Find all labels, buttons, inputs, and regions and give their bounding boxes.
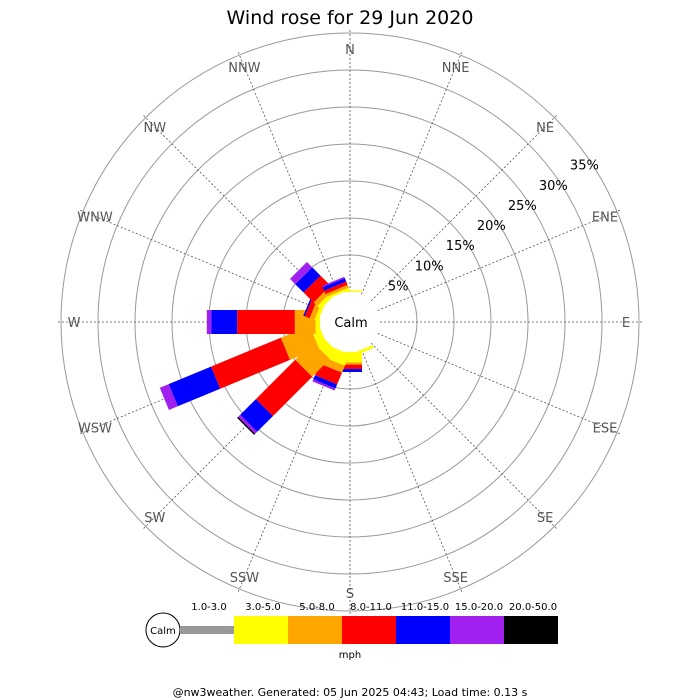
ring-label-30: 30% bbox=[539, 179, 568, 194]
direction-label-e: E bbox=[622, 316, 630, 331]
direction-label-ne: NE bbox=[536, 121, 554, 136]
bar-wsw-8.0-11.0 bbox=[211, 337, 290, 389]
bar-nw-15.0-20.0 bbox=[290, 262, 313, 285]
legend-swatch-3.0-5.0 bbox=[234, 616, 288, 644]
legend-swatch-15.0-20.0 bbox=[450, 616, 504, 644]
legend: Calm 1.0-3.0 3.0-5.0 5.0-8.0 8.0-11.0 11.0-1… bbox=[145, 602, 558, 661]
ring-label-20: 20% bbox=[477, 219, 506, 234]
direction-label-sse: SSE bbox=[443, 571, 468, 586]
bar-s-11.0-15.0 bbox=[338, 369, 362, 372]
ring-labels: 5% 10%15%20%25%30%35% bbox=[388, 159, 599, 295]
footer-text: @nw3weather. Generated: 05 Jun 2025 04:4… bbox=[173, 686, 528, 699]
calm-circle bbox=[322, 294, 378, 350]
spoke-wnw bbox=[80, 209, 323, 311]
spoke-nne bbox=[361, 52, 463, 295]
bar-sw-20.0-50.0 bbox=[237, 416, 256, 435]
bar-ssw-15.0-20.0 bbox=[312, 379, 336, 391]
direction-label-n: N bbox=[345, 43, 355, 58]
direction-label-s: S bbox=[346, 587, 354, 602]
legend-calm-label: Calm bbox=[150, 626, 176, 637]
legend-label-20.0-50.0: 20.0-50.0 bbox=[509, 602, 557, 613]
ring-label-10: 10% bbox=[415, 259, 444, 274]
legend-swatch-8.0-11.0 bbox=[342, 616, 396, 644]
chart-title: Wind rose for 29 Jun 2020 bbox=[227, 7, 474, 29]
bar-nw-8.0-11.0 bbox=[303, 275, 331, 303]
direction-label-nne: NNE bbox=[442, 61, 470, 76]
direction-label-sw: SW bbox=[144, 511, 165, 526]
legend-label-3.0-5.0: 3.0-5.0 bbox=[245, 602, 280, 613]
bar-nnw-11.0-15.0 bbox=[322, 278, 347, 291]
legend-label-5.0-8.0: 5.0-8.0 bbox=[299, 602, 334, 613]
direction-label-w: W bbox=[68, 316, 81, 331]
bar-nnw-5.0-8.0 bbox=[325, 284, 349, 297]
bar-nnw-8.0-11.0 bbox=[324, 281, 348, 295]
direction-labels: N NNE NE ENE E ESE SE SSE S SSW SW WSW W WNW NW NNW bbox=[68, 43, 631, 602]
bar-wsw-5.0-8.0 bbox=[280, 325, 319, 360]
spoke-ese bbox=[377, 333, 620, 435]
legend-label-8.0-11.0: 8.0-11.0 bbox=[350, 602, 392, 613]
bar-nnw-3.0-5.0 bbox=[326, 287, 350, 299]
legend-swatch-20.0-50.0 bbox=[504, 616, 558, 644]
direction-label-wnw: WNW bbox=[77, 210, 113, 225]
bar-ssw-11.0-15.0 bbox=[313, 375, 338, 389]
ring-35 bbox=[60, 32, 640, 612]
ring-label-35: 35% bbox=[570, 159, 599, 174]
bar-sw-15.0-20.0 bbox=[238, 414, 258, 434]
bar-nnw-15.0-20.0 bbox=[322, 276, 345, 288]
bar-sw-5.0-8.0 bbox=[295, 342, 330, 377]
direction-label-se: SE bbox=[537, 511, 553, 526]
direction-label-ene: ENE bbox=[592, 210, 618, 225]
ring-label-5: 5% bbox=[388, 280, 409, 295]
legend-units: mph bbox=[339, 650, 361, 661]
legend-swatch-11.0-15.0 bbox=[396, 616, 450, 644]
calm-label: Calm bbox=[334, 316, 367, 331]
legend-label-15.0-20.0: 15.0-20.0 bbox=[455, 602, 503, 613]
legend-label-11.0-15.0: 11.0-15.0 bbox=[401, 602, 449, 613]
bar-wsw-15.0-20.0 bbox=[159, 384, 178, 410]
direction-label-nnw: NNW bbox=[228, 61, 260, 76]
direction-label-ssw: SSW bbox=[230, 571, 260, 586]
spoke-se bbox=[370, 342, 557, 529]
direction-label-ese: ESE bbox=[593, 422, 618, 437]
legend-swatch-1.0-3.0 bbox=[180, 626, 234, 634]
direction-label-wsw: WSW bbox=[78, 422, 112, 437]
ring-label-15: 15% bbox=[446, 239, 475, 254]
bar-w-15.0-20.0 bbox=[206, 310, 212, 334]
calm-center: Calm bbox=[322, 294, 378, 350]
bar-sw-8.0-11.0 bbox=[255, 359, 313, 417]
spoke-sse bbox=[361, 349, 463, 592]
wind-bars bbox=[159, 262, 374, 435]
bar-ssw-8.0-11.0 bbox=[315, 363, 342, 385]
bar-nw-11.0-15.0 bbox=[295, 267, 321, 293]
direction-label-nw: NW bbox=[144, 121, 167, 136]
legend-swatch-5.0-8.0 bbox=[288, 616, 342, 644]
spoke-nnw bbox=[237, 52, 339, 295]
bar-w-11.0-15.0 bbox=[211, 310, 238, 334]
bar-w-8.0-11.0 bbox=[237, 310, 295, 334]
ring-label-25: 25% bbox=[508, 199, 537, 214]
bar-wsw-11.0-15.0 bbox=[168, 366, 221, 407]
legend-label-1.0-3.0: 1.0-3.0 bbox=[191, 602, 226, 613]
bar-sw-11.0-15.0 bbox=[240, 399, 273, 432]
